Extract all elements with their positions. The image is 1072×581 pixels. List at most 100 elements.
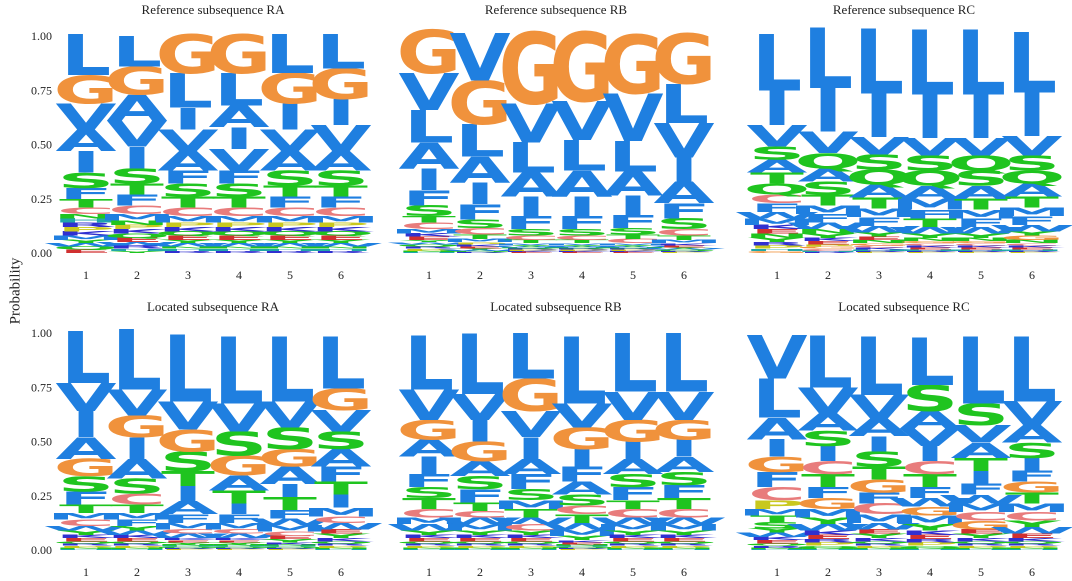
logo-letter-P: P xyxy=(502,249,560,251)
y-tick-label: 0.25 xyxy=(31,192,52,206)
logo-letter-V: V xyxy=(849,389,910,427)
logo-letter-M: M xyxy=(594,522,672,532)
logo-letter-H: H xyxy=(948,549,1014,551)
logo-letter-C: C xyxy=(210,528,268,535)
logo-letter-F: F xyxy=(750,468,804,492)
logo-letter-F: F xyxy=(606,212,660,233)
logo-letter-C: C xyxy=(604,238,662,245)
logo-letter-A: A xyxy=(107,88,169,129)
logo-letter-M: M xyxy=(47,235,125,242)
logo-letter-F: F xyxy=(402,471,456,492)
logo-letter-K: K xyxy=(653,243,717,246)
logo-letter-F: F xyxy=(657,199,711,223)
logo-letter-Y: Y xyxy=(209,542,268,545)
logo-letter-C: C xyxy=(261,205,319,219)
logo-letter-N: N xyxy=(600,548,666,550)
logo-letter-F: F xyxy=(161,167,215,188)
panel-title: Located subsequence RC xyxy=(838,299,969,314)
logo-letter-G: G xyxy=(550,422,615,456)
logo-letter-F: F xyxy=(801,484,855,501)
logo-letter-V: V xyxy=(107,383,169,424)
logo-letter-N: N xyxy=(999,239,1065,244)
logo-letter-V: V xyxy=(158,393,219,438)
logo-letter-G: G xyxy=(1000,235,1065,242)
logo-letter-G: G xyxy=(448,436,513,467)
logo-letter-C: C xyxy=(57,518,115,528)
logo-letter-L: L xyxy=(659,317,709,411)
logo-letter-L: L xyxy=(608,133,658,181)
logo-letter-L: L xyxy=(803,321,853,405)
y-axis-label: Probability xyxy=(7,257,23,324)
logo-letter-E: E xyxy=(161,235,215,242)
logo-letter-Y: Y xyxy=(501,245,560,247)
logo-letter-N: N xyxy=(155,246,221,249)
logo-letter-Q: Q xyxy=(999,541,1066,544)
logo-letter-Y: Y xyxy=(747,237,806,244)
logo-letter-M: M xyxy=(149,521,227,531)
logo-letter-F: F xyxy=(314,194,368,211)
y-tick-label: 0.50 xyxy=(31,435,52,449)
logo-letter-Y: Y xyxy=(552,245,611,247)
logo-letter-Q: Q xyxy=(549,247,616,249)
x-tick-label: 2 xyxy=(134,565,140,579)
logo-panel: Located subsequence RA 0.00 0.25 0.50 0.75 1.… xyxy=(31,299,384,579)
logo-letter-H: H xyxy=(744,549,810,551)
panel-title: Reference subsequence RA xyxy=(142,2,286,17)
logo-letter-Q: Q xyxy=(257,230,324,237)
logo-letter-G: G xyxy=(652,414,717,445)
logo-letter-Y: Y xyxy=(900,232,959,239)
logo-letter-N: N xyxy=(846,239,912,244)
logo-letter-I: I xyxy=(966,468,995,489)
logo-letter-F: F xyxy=(402,186,456,210)
x-tick-label: 4 xyxy=(927,565,933,579)
logo-letter-S: S xyxy=(554,228,611,238)
logo-letter-K: K xyxy=(602,251,666,253)
logo-letter-G: G xyxy=(898,241,963,244)
logo-letter-L: L xyxy=(265,319,315,423)
logo-letter-L: L xyxy=(905,325,955,401)
logo-letter-N: N xyxy=(257,246,323,249)
logo-letter-R: R xyxy=(56,543,117,546)
logo-letter-Q: Q xyxy=(651,541,718,544)
logo-letter-M: M xyxy=(789,203,867,217)
logo-letter-W: W xyxy=(488,246,575,248)
logo-letter-S: S xyxy=(211,426,268,464)
logo-letter-T: T xyxy=(161,467,215,491)
logo-letter-Y: Y xyxy=(654,247,713,249)
logo-letter-S: S xyxy=(851,447,908,471)
logo-letter-V: V xyxy=(209,396,270,441)
logo-letter-L: L xyxy=(455,116,505,168)
logo-letter-W: W xyxy=(989,223,1072,233)
logo-letter-F: F xyxy=(954,216,1008,230)
logo-letter-S: S xyxy=(656,469,713,490)
logo-letter-V: V xyxy=(209,144,270,178)
logo-letter-K: K xyxy=(950,537,1014,542)
logo-letter-M: M xyxy=(441,522,519,532)
logo-letter-C: C xyxy=(604,507,662,521)
logo-letter-Y: Y xyxy=(450,248,509,250)
logo-letter-W: W xyxy=(437,516,524,526)
logo-letter-W: W xyxy=(938,225,1025,235)
logo-letter-T: T xyxy=(750,514,804,524)
logo-letter-M: M xyxy=(251,215,329,225)
logo-letter-E: E xyxy=(903,534,957,541)
logo-letter-L: L xyxy=(752,368,802,431)
x-tick-label: 3 xyxy=(528,268,534,282)
x-tick-label: 2 xyxy=(477,565,483,579)
logo-letter-H: H xyxy=(53,549,119,551)
logo-letter-P: P xyxy=(748,498,806,512)
logo-letter-C: C xyxy=(451,509,509,519)
logo-letter-I: I xyxy=(275,97,304,138)
logo-letter-T: T xyxy=(110,181,164,198)
logo-letter-M: M xyxy=(645,522,723,532)
logo-letter-F: F xyxy=(453,486,507,507)
logo-letter-W: W xyxy=(785,522,872,532)
logo-letter-I: I xyxy=(71,404,100,445)
logo-letter-M: M xyxy=(98,512,176,522)
logo-letter-H: H xyxy=(948,249,1014,251)
logo-letter-M: M xyxy=(390,228,468,235)
logo-letter-Q: Q xyxy=(744,543,811,546)
logo-letter-R: R xyxy=(552,248,613,250)
logo-letter-S: S xyxy=(1004,439,1061,463)
logo-letter-Y: Y xyxy=(158,542,217,545)
